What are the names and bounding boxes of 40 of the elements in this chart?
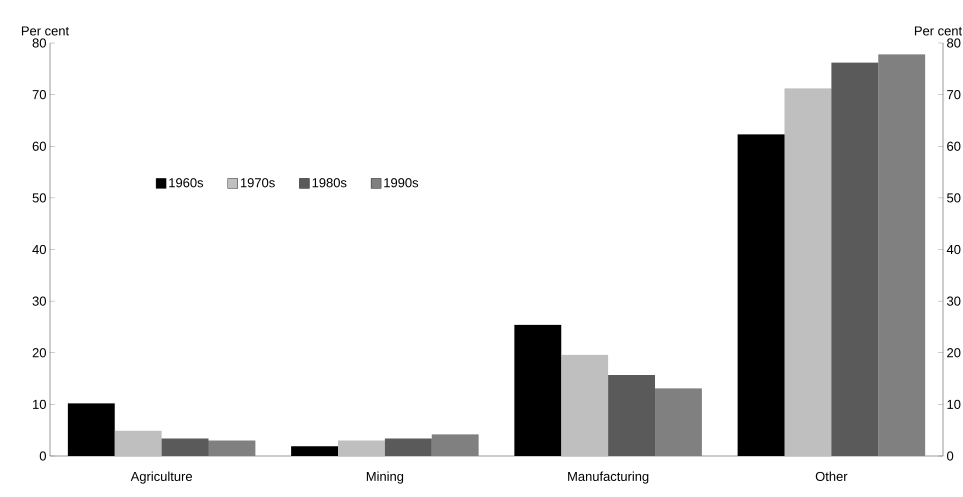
bar [608, 374, 656, 456]
y2-tick-label: 50 [947, 193, 960, 202]
legend-label: 1960s [169, 178, 204, 188]
bar [784, 88, 832, 456]
x-tick-label: Manufacturing [568, 472, 648, 484]
y2-tick-label: 80 [947, 38, 960, 48]
y2-tick-label: 40 [946, 244, 960, 254]
y-tick-label: 60 [32, 142, 46, 151]
bar [384, 438, 432, 456]
y-tick-label: 30 [32, 296, 46, 306]
bar [338, 440, 385, 456]
y-tick-label: 20 [32, 348, 46, 358]
bar [114, 430, 162, 456]
bar [878, 54, 926, 456]
y-axis-title: Per cent [22, 26, 69, 36]
y2-tick-label: 0 [947, 451, 954, 461]
y2-tick-label: 20 [947, 348, 960, 358]
x-tick-label: Mining [366, 472, 404, 484]
y-tick-label: 50 [32, 193, 46, 202]
y-tick-label: 40 [32, 244, 46, 254]
y-tick-label: 70 [32, 90, 46, 100]
y2-tick-label: 60 [947, 142, 960, 151]
bar [655, 388, 702, 456]
x-tick-label: Agriculture [130, 472, 192, 484]
y-tick-label: 80 [32, 38, 46, 48]
legend-label: 1990s [384, 178, 418, 188]
y2-tick-label: 30 [947, 296, 960, 306]
bar [208, 440, 256, 456]
y2-tick-label: 70 [947, 90, 960, 100]
y2-axis-title: Per cent [914, 26, 962, 36]
bar [831, 62, 878, 456]
bar [162, 438, 209, 456]
y2-tick-label: 10 [948, 400, 960, 409]
bar [432, 434, 479, 456]
y-tick-label: 10 [33, 400, 46, 409]
legend-label: 1970s [240, 178, 275, 188]
y-tick-label: 0 [40, 451, 46, 461]
x-tick-label: Other [816, 472, 848, 482]
legend-label: 1980s [312, 178, 346, 188]
bar [561, 354, 608, 456]
